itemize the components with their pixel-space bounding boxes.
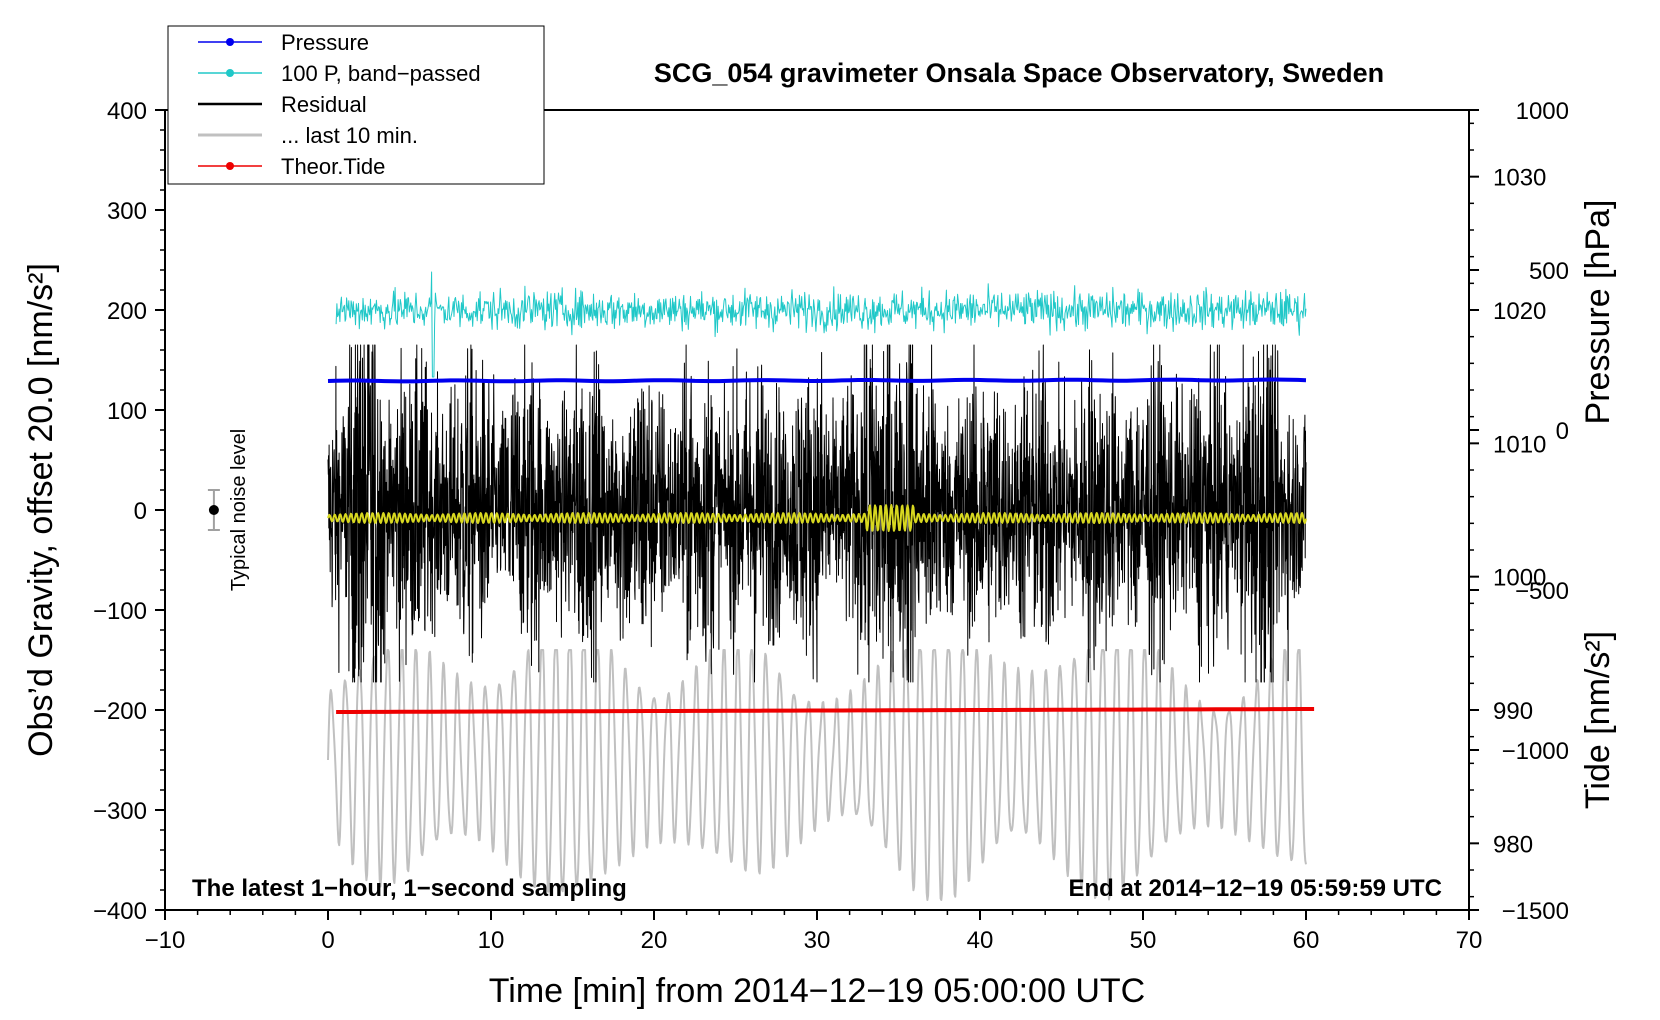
- series-residual-smoothed: [327, 504, 1307, 532]
- y-axis-right-tide: 1000 500 0 −500 −1000 −1500: [1469, 98, 1569, 925]
- x-tick-label: 20: [641, 927, 668, 954]
- noise-bar-dot: [208, 505, 219, 515]
- x-tick-label: −10: [145, 927, 186, 954]
- y-left-tick-label: 300: [107, 198, 147, 225]
- pressure-tick-label: 990: [1493, 698, 1533, 725]
- y-axis-left-title: Obs’d Gravity, offset 20.0 [nm/s²]: [22, 263, 60, 757]
- x-tick-label: 10: [478, 927, 505, 954]
- legend-label: 100 P, band−passed: [281, 61, 481, 86]
- tide-tick-label: −500: [1515, 578, 1569, 605]
- x-tick-label: 0: [321, 927, 334, 954]
- tide-tick-label: 500: [1529, 258, 1569, 285]
- legend-label: Pressure: [281, 30, 369, 55]
- x-tick-label: 70: [1456, 927, 1483, 954]
- y-left-tick-label: −300: [93, 798, 147, 825]
- legend-label: Theor.Tide: [281, 154, 385, 179]
- legend: Pressure 100 P, band−passed Residual ... la…: [167, 25, 545, 185]
- y-left-tick-label: 400: [107, 98, 147, 125]
- x-tick-label: 30: [804, 927, 831, 954]
- pressure-tick-label: 1020: [1493, 298, 1546, 325]
- tide-tick-label: 0: [1556, 418, 1569, 445]
- x-tick-label: 40: [967, 927, 994, 954]
- noise-level-marker: [207, 489, 220, 531]
- x-tick-label: 50: [1130, 927, 1157, 954]
- legend-marker: [226, 162, 234, 170]
- tide-tick-label: −1500: [1502, 898, 1569, 925]
- y-left-tick-label: 0: [134, 498, 147, 525]
- y-axis-right-pressure-title: Pressure [hPa]: [1579, 200, 1617, 425]
- legend-marker: [226, 69, 234, 77]
- pressure-tick-label: 1010: [1493, 431, 1546, 458]
- pressure-tick-label: 1030: [1493, 165, 1546, 192]
- y-left-tick-label: −200: [93, 698, 147, 725]
- annotation-sampling: The latest 1−hour, 1−second sampling: [192, 875, 627, 902]
- series-layer: [327, 271, 1315, 901]
- annotation-end-time: End at 2014−12−19 05:59:59 UTC: [1068, 875, 1442, 902]
- legend-label: ... last 10 min.: [281, 123, 418, 148]
- series-residual: [327, 344, 1307, 683]
- noise-level-label: Typical noise level: [228, 429, 250, 591]
- y-left-tick-label: 100: [107, 398, 147, 425]
- series-pressure-bandpassed: [335, 271, 1307, 378]
- y-axis-left: 400 300 200 100 0 −100 −200 −300 −400: [93, 98, 165, 925]
- tide-tick-label: 1000: [1516, 98, 1569, 125]
- series-last-10-min: [327, 649, 1307, 901]
- legend-marker: [226, 38, 234, 46]
- legend-label: Residual: [281, 92, 367, 117]
- x-tick-label: 60: [1293, 927, 1320, 954]
- series-pressure: [327, 377, 1307, 384]
- series-theor-tide: [336, 707, 1315, 714]
- x-axis: −10 0 10 20 30 40 50 60 70: [145, 910, 1483, 954]
- chart-title: SCG_054 gravimeter Onsala Space Observat…: [654, 58, 1384, 88]
- y-left-tick-label: −100: [93, 598, 147, 625]
- y-left-tick-label: 200: [107, 298, 147, 325]
- y-left-tick-label: −400: [93, 898, 147, 925]
- tide-tick-label: −1000: [1502, 738, 1569, 765]
- pressure-tick-label: 1000: [1493, 565, 1546, 592]
- y-axis-right-tide-title: Tide [nm/s²]: [1579, 631, 1617, 809]
- y-axis-right-pressure: 1030 1020 1010 1000 990 980: [1469, 122, 1546, 898]
- pressure-tick-label: 980: [1493, 831, 1533, 858]
- x-axis-title: Time [min] from 2014−12−19 05:00:00 UTC: [489, 972, 1145, 1010]
